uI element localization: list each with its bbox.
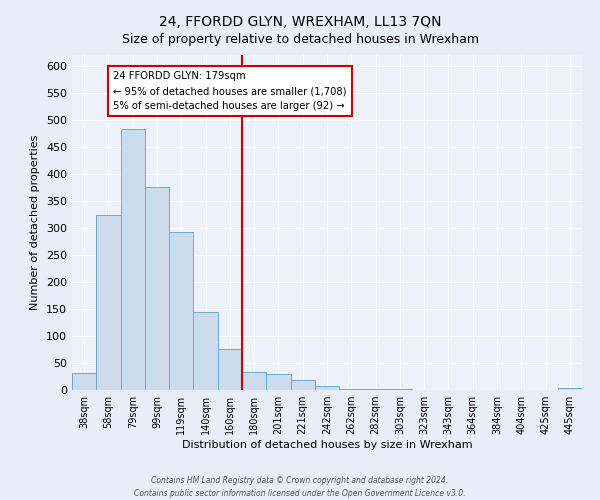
Bar (558, 388, 582, 390)
Bar (242, 372, 266, 390)
Bar (169, 232, 193, 390)
Text: 24, FFORDD GLYN, WREXHAM, LL13 7QN: 24, FFORDD GLYN, WREXHAM, LL13 7QN (159, 15, 441, 29)
Bar (315, 386, 339, 390)
Text: Contains HM Land Registry data © Crown copyright and database right 2024.
Contai: Contains HM Land Registry data © Crown c… (134, 476, 466, 498)
Bar (218, 349, 242, 390)
X-axis label: Distribution of detached houses by size in Wrexham: Distribution of detached houses by size … (182, 440, 472, 450)
Text: 24 FFORDD GLYN: 179sqm
← 95% of detached houses are smaller (1,708)
5% of semi-d: 24 FFORDD GLYN: 179sqm ← 95% of detached… (113, 71, 347, 111)
Y-axis label: Number of detached properties: Number of detached properties (31, 135, 40, 310)
Bar (96, 216, 121, 390)
Bar (266, 374, 290, 390)
Bar (193, 312, 218, 390)
Bar (339, 389, 364, 390)
Bar (121, 129, 145, 390)
Bar (145, 188, 169, 390)
Bar (72, 372, 96, 390)
Text: Size of property relative to detached houses in Wrexham: Size of property relative to detached ho… (121, 32, 479, 46)
Bar (290, 380, 315, 390)
